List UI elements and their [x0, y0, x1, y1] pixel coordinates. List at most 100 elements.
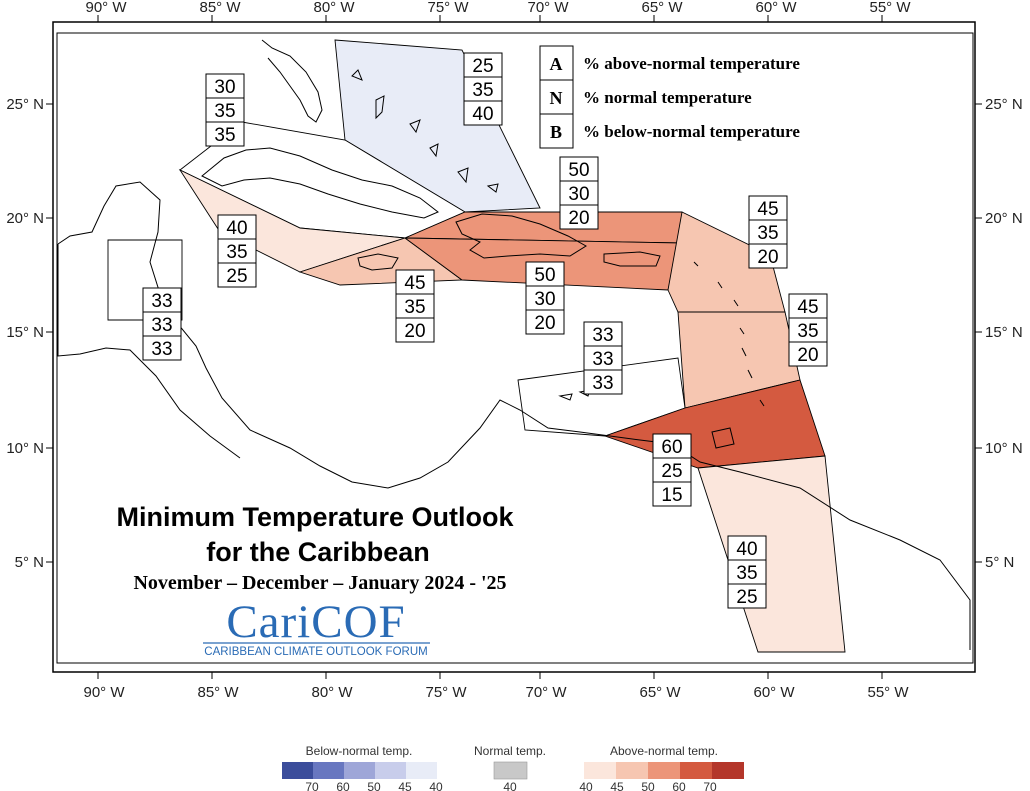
latitude-labels-right: 25° N 20° N 15° N 10° N 5° N: [985, 96, 1023, 571]
lon-label-top: 85° W: [199, 0, 241, 16]
lon-label-top: 70° W: [527, 0, 569, 16]
prob-box-bahamas: 25 35 40: [463, 52, 503, 126]
scale-below-label: Below-normal temp.: [306, 744, 413, 758]
florida-coast: [261, 39, 323, 123]
lat-label-left: 10° N: [6, 440, 44, 457]
prob-below: 25: [736, 587, 757, 608]
prob-box-western-cuba: 40 35 25: [217, 214, 257, 288]
prob-box-windwards: 45 35 20: [788, 293, 828, 367]
prob-below: 20: [404, 321, 425, 342]
lon-label-bottom: 60° W: [753, 684, 795, 701]
prob-normal: 35: [797, 321, 818, 342]
key-desc-normal: % normal temperature: [583, 88, 752, 107]
lon-label-top: 75° W: [427, 0, 469, 16]
lon-label-top: 55° W: [869, 0, 911, 16]
key-desc-below: % below-normal temperature: [583, 122, 800, 141]
prob-below: 35: [214, 125, 235, 146]
map-key: A N B % above-normal temperature % norma…: [539, 45, 800, 149]
prob-normal: 35: [214, 101, 235, 122]
prob-box-trinidad-barbados: 60 25 15: [652, 433, 692, 507]
trinidad-coast: [711, 427, 735, 449]
prob-box-abc-islands: 33 33 33: [583, 321, 623, 395]
prob-normal: 35: [404, 297, 425, 318]
prob-below: 25: [226, 266, 247, 287]
map-inner-frame: [56, 32, 974, 664]
prob-below: 40: [472, 104, 493, 125]
lon-label-top: 90° W: [85, 0, 127, 16]
swatch-above-60: [680, 762, 712, 779]
prob-box-belize: 33 33 33: [142, 287, 182, 361]
prob-normal: 33: [151, 315, 172, 336]
lon-label-bottom: 80° W: [311, 684, 353, 701]
scale-tick-below: 40: [429, 780, 443, 791]
prob-above: 50: [568, 160, 589, 181]
prob-normal: 35: [757, 223, 778, 244]
central-america-coast: [57, 181, 971, 650]
scale-tick-below: 45: [398, 780, 412, 791]
prob-below: 20: [568, 208, 589, 229]
lat-label-left: 5° N: [15, 554, 44, 571]
prob-above: 60: [661, 437, 682, 458]
lat-label-right: 10° N: [985, 440, 1023, 457]
scale-tick-above: 45: [610, 780, 624, 791]
prob-above: 45: [404, 273, 425, 294]
prob-box-northern-leewards: 45 35 20: [748, 195, 788, 269]
swatch-normal-40: [493, 761, 528, 780]
longitude-labels-top: 90° W 85° W 80° W 75° W 70° W 65° W 60° …: [85, 0, 911, 16]
latitude-labels-left: 25° N 20° N 15° N 10° N 5° N: [6, 96, 44, 571]
swatch-above-50: [648, 762, 680, 779]
prob-normal: 35: [472, 80, 493, 101]
scale-normal-label: Normal temp.: [474, 744, 546, 758]
swatch-below-50: [344, 762, 375, 779]
prob-above: 50: [534, 265, 555, 286]
prob-normal: 25: [661, 461, 682, 482]
prob-normal: 33: [592, 349, 613, 370]
prob-box-guianas: 40 35 25: [727, 535, 767, 609]
prob-normal: 35: [226, 242, 247, 263]
scale-tick-above: 70: [703, 780, 717, 791]
puerto-rico-coast: [603, 251, 661, 267]
color-scale-legend: Below-normal temp. Normal temp. Above-no…: [282, 744, 744, 791]
lon-label-top: 80° W: [313, 0, 355, 16]
scale-tick-above: 50: [641, 780, 655, 791]
swatch-below-60: [313, 762, 344, 779]
lesser-antilles: [693, 261, 765, 407]
map-title-line1: Minimum Temperature Outlook: [116, 502, 514, 532]
swatch-below-40: [406, 762, 437, 779]
key-desc-above: % above-normal temperature: [583, 54, 800, 73]
prob-normal: 35: [736, 563, 757, 584]
logo-wordmark: CariCOF: [226, 596, 405, 648]
prob-above: 45: [757, 199, 778, 220]
title-block: Minimum Temperature Outlook for the Cari…: [116, 502, 514, 594]
lat-label-left: 20° N: [6, 210, 44, 227]
prob-below: 20: [757, 247, 778, 268]
swatch-above-45: [616, 762, 648, 779]
prob-box-cuba: 30 35 35: [205, 73, 245, 147]
scale-tick-below: 70: [305, 780, 319, 791]
region-bahamas: [334, 39, 541, 213]
key-letter-below: B: [550, 122, 562, 142]
lat-label-right: 5° N: [985, 554, 1014, 571]
swatch-above-70: [712, 762, 744, 779]
prob-normal: 30: [534, 289, 555, 310]
prob-above: 33: [151, 291, 172, 312]
prob-above: 30: [214, 77, 235, 98]
scale-tick-below: 50: [367, 780, 381, 791]
map-title-line2: for the Caribbean: [206, 537, 430, 567]
lon-label-bottom: 70° W: [525, 684, 567, 701]
prob-below: 33: [592, 373, 613, 394]
scale-tick-below: 60: [336, 780, 350, 791]
prob-below: 15: [661, 485, 682, 506]
prob-box-hispaniola-north: 50 30 20: [559, 156, 599, 230]
lon-label-top: 60° W: [755, 0, 797, 16]
lon-label-bottom: 75° W: [425, 684, 467, 701]
map-period: November – December – January 2024 - '25: [133, 572, 506, 594]
prob-above: 25: [472, 56, 493, 77]
lat-label-left: 25° N: [6, 96, 44, 113]
probability-boxes: 25 35 40 30 35 35 40 35 25 45 35 20: [142, 52, 828, 609]
caricof-logo: CariCOF CARIBBEAN CLIMATE OUTLOOK FORUM: [203, 596, 430, 658]
prob-below: 33: [151, 339, 172, 360]
prob-box-jamaica: 45 35 20: [395, 269, 435, 343]
prob-box-hispaniola-south: 50 30 20: [525, 261, 565, 335]
